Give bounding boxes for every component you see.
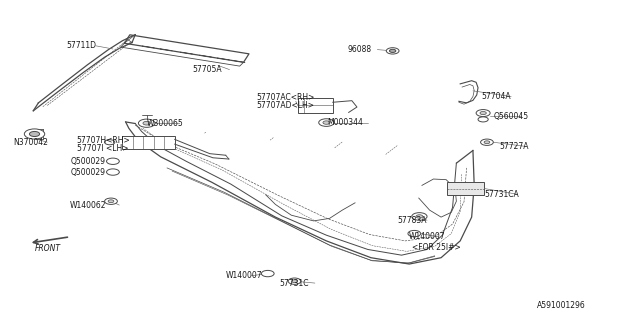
- Circle shape: [484, 141, 490, 144]
- Text: 57707I <LH>: 57707I <LH>: [77, 144, 128, 153]
- Circle shape: [476, 109, 490, 116]
- Circle shape: [481, 139, 493, 145]
- FancyBboxPatch shape: [122, 136, 175, 149]
- Text: Q500029: Q500029: [70, 168, 105, 177]
- Text: 57711D: 57711D: [67, 41, 97, 50]
- Circle shape: [408, 230, 420, 237]
- Text: Q560045: Q560045: [493, 112, 529, 121]
- Circle shape: [143, 121, 150, 125]
- Circle shape: [288, 278, 301, 284]
- Text: 57783A: 57783A: [397, 216, 428, 225]
- Circle shape: [478, 117, 488, 122]
- Text: <FOR 25I#>: <FOR 25I#>: [412, 243, 461, 252]
- Text: 57705A: 57705A: [193, 65, 222, 74]
- Circle shape: [108, 200, 114, 203]
- Circle shape: [24, 129, 45, 139]
- FancyBboxPatch shape: [447, 182, 484, 195]
- Circle shape: [261, 270, 274, 277]
- Circle shape: [292, 280, 298, 283]
- Circle shape: [319, 119, 334, 126]
- Circle shape: [104, 198, 117, 204]
- Text: 57707H<RH>: 57707H<RH>: [77, 136, 131, 146]
- Text: 57704A: 57704A: [481, 92, 511, 101]
- Circle shape: [106, 158, 119, 164]
- Text: 57731CA: 57731CA: [484, 190, 519, 199]
- Text: W140062: W140062: [70, 201, 107, 210]
- Text: 57731C: 57731C: [279, 279, 308, 288]
- Circle shape: [323, 121, 330, 124]
- Circle shape: [412, 213, 427, 220]
- Circle shape: [138, 119, 155, 127]
- Text: Q500029: Q500029: [70, 157, 105, 166]
- Text: A591001296: A591001296: [537, 301, 586, 310]
- FancyBboxPatch shape: [298, 98, 333, 113]
- Text: W140007: W140007: [409, 232, 446, 241]
- Text: 57707AD<LH>: 57707AD<LH>: [256, 101, 314, 110]
- Circle shape: [390, 49, 396, 52]
- Circle shape: [29, 132, 40, 137]
- Circle shape: [387, 48, 399, 54]
- Text: W140007: W140007: [226, 271, 262, 280]
- Text: 96088: 96088: [348, 45, 372, 54]
- Text: N370042: N370042: [13, 138, 48, 147]
- Text: M000344: M000344: [327, 118, 363, 127]
- Circle shape: [104, 140, 115, 145]
- Text: 57727A: 57727A: [500, 142, 529, 151]
- Circle shape: [416, 215, 423, 218]
- Text: FRONT: FRONT: [35, 244, 61, 253]
- Text: 57707AC<RH>: 57707AC<RH>: [256, 93, 315, 102]
- Text: W300065: W300065: [147, 119, 184, 128]
- Circle shape: [480, 111, 486, 115]
- Circle shape: [106, 169, 119, 175]
